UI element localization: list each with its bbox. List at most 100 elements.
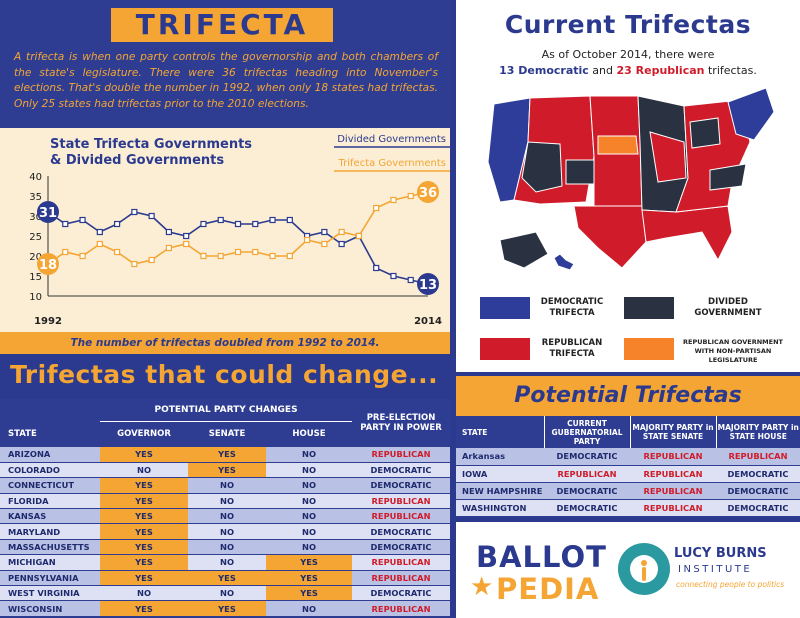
table-row: NEW HAMPSHIRE DEMOCRATIC REPUBLICAN DEMOCRA…: [456, 482, 800, 500]
data-point: [200, 252, 207, 260]
party-cell: REPUBLICAN: [630, 499, 716, 517]
change-cell: NO: [188, 477, 266, 494]
party-cell: DEMOCRATIC: [352, 539, 451, 556]
data-point: [113, 220, 121, 228]
y-tick-label: 40: [29, 172, 42, 183]
data-point: [148, 212, 155, 220]
state-cell: Arkansas: [456, 448, 544, 466]
map-pa-mi: [689, 117, 721, 149]
endpoint-marker: [417, 273, 439, 295]
data-point: [407, 192, 414, 200]
change-cell: YES: [100, 554, 188, 571]
map-texas: [573, 205, 647, 269]
chart-title-line1: State Trifecta Governments: [50, 137, 252, 152]
data-point: [234, 220, 242, 228]
party-cell: DEMOCRATIC: [544, 499, 630, 517]
data-point: [96, 240, 103, 248]
table-row: CONNECTICUT YES NO NO DEMOCRATIC: [0, 477, 451, 494]
change-cell: NO: [188, 539, 266, 556]
data-point: [234, 248, 242, 256]
data-point: [338, 240, 345, 248]
header-senate: SENATE: [188, 421, 266, 447]
change-table: POTENTIAL PARTY CHANGES PRE-ELECTION PAR…: [0, 399, 451, 617]
party-cell: REPUBLICAN: [544, 465, 630, 483]
y-tick-label: 25: [29, 232, 42, 243]
state-cell: ARIZONA: [0, 447, 100, 463]
legend-swatch-rep: [480, 338, 530, 360]
y-tick-label: 15: [29, 272, 42, 283]
lucy-burns-sunburst-icon: [618, 543, 670, 595]
pt-header-state: STATE: [456, 416, 544, 448]
table-row: MARYLAND YES NO NO DEMOCRATIC: [0, 523, 451, 540]
party-cell: REPUBLICAN: [352, 447, 451, 463]
potential-title: Potential Trifectas: [514, 383, 742, 408]
party-cell: REPUBLICAN: [630, 448, 716, 466]
change-cell: NO: [266, 447, 353, 463]
state-cell: CONNECTICUT: [0, 477, 100, 494]
change-cell: NO: [266, 493, 353, 510]
caption-bar: The number of trifectas doubled from 199…: [0, 332, 450, 354]
change-cell: YES: [188, 462, 266, 479]
change-cell: NO: [188, 493, 266, 510]
data-point: [390, 272, 397, 280]
map-hawaii: [553, 253, 575, 271]
data-point: [183, 240, 190, 248]
party-cell: REPUBLICAN: [352, 493, 451, 510]
current-counts: 13 Democratic and 23 Republican trifecta…: [499, 64, 757, 77]
change-heading: Trifectas that could change...: [10, 360, 439, 389]
legend-label-dem: DEMOCRATIC TRIFECTA: [540, 297, 604, 318]
table-row: KANSAS YES NO NO REPUBLICAN: [0, 508, 451, 525]
table-row: Arkansas DEMOCRATIC REPUBLICAN REPUBLICAN: [456, 448, 800, 466]
table-row: PENNSYLVANIA YES YES YES REPUBLICAN: [0, 570, 451, 587]
y-tick-label: 35: [29, 192, 42, 203]
header-house: HOUSE: [266, 421, 353, 447]
party-cell: DEMOCRATIC: [716, 482, 800, 500]
table-row: WASHINGTON DEMOCRATIC REPUBLICAN DEMOCRATIC: [456, 499, 800, 517]
party-cell: DEMOCRATIC: [716, 465, 800, 483]
legend-swatch-dem: [480, 297, 530, 319]
change-cell: NO: [266, 600, 353, 617]
map-mid-red: [649, 131, 687, 183]
endpoint-label: 31: [39, 206, 57, 221]
endpoint-marker: [37, 253, 59, 275]
party-cell: REPUBLICAN: [352, 508, 451, 525]
change-cell: NO: [188, 523, 266, 540]
current-title: Current Trifectas: [504, 10, 752, 39]
change-cell: YES: [188, 600, 266, 617]
endpoint-marker: [417, 181, 439, 203]
current-trifectas-panel: Current Trifectas As of October 2014, th…: [456, 0, 800, 372]
data-point: [373, 204, 380, 212]
state-cell: MARYLAND: [0, 523, 100, 540]
data-point: [217, 216, 224, 224]
party-cell: REPUBLICAN: [352, 554, 451, 571]
change-cell: YES: [266, 585, 353, 602]
change-cell: NO: [266, 539, 353, 556]
party-cell: DEMOCRATIC: [352, 585, 451, 602]
state-cell: PENNSYLVANIA: [0, 570, 100, 587]
change-cell: YES: [266, 554, 353, 571]
change-cell: YES: [100, 570, 188, 587]
legend-label-divided: DIVIDED GOVERNMENT: [694, 297, 762, 318]
chart-panel: State Trifecta Governments & Divided Gov…: [0, 128, 450, 332]
party-cell: REPUBLICAN: [716, 448, 800, 466]
pt-header-gov: CURRENT GUBERNATORIAL PARTY: [543, 416, 630, 448]
title-banner: TRIFECTA: [111, 8, 333, 42]
rep-count: 23 Republican: [616, 64, 705, 77]
data-point: [321, 228, 328, 236]
data-point: [79, 216, 86, 224]
legend-swatch-nonpartisan: [624, 338, 674, 360]
table-row: WISCONSIN YES YES NO REPUBLICAN: [0, 600, 451, 617]
endpoint-label: 18: [39, 258, 57, 273]
change-cell: NO: [188, 554, 266, 571]
change-cell: YES: [188, 447, 266, 463]
data-point: [407, 276, 414, 284]
data-point: [338, 228, 345, 236]
party-cell: REPUBLICAN: [630, 465, 716, 483]
state-cell: WISCONSIN: [0, 600, 100, 617]
party-cell: DEMOCRATIC: [544, 448, 630, 466]
map-nebraska: [597, 135, 639, 155]
change-cell: YES: [100, 523, 188, 540]
change-cell: YES: [100, 600, 188, 617]
state-cell: WASHINGTON: [456, 499, 544, 517]
state-cell: KANSAS: [0, 508, 100, 525]
